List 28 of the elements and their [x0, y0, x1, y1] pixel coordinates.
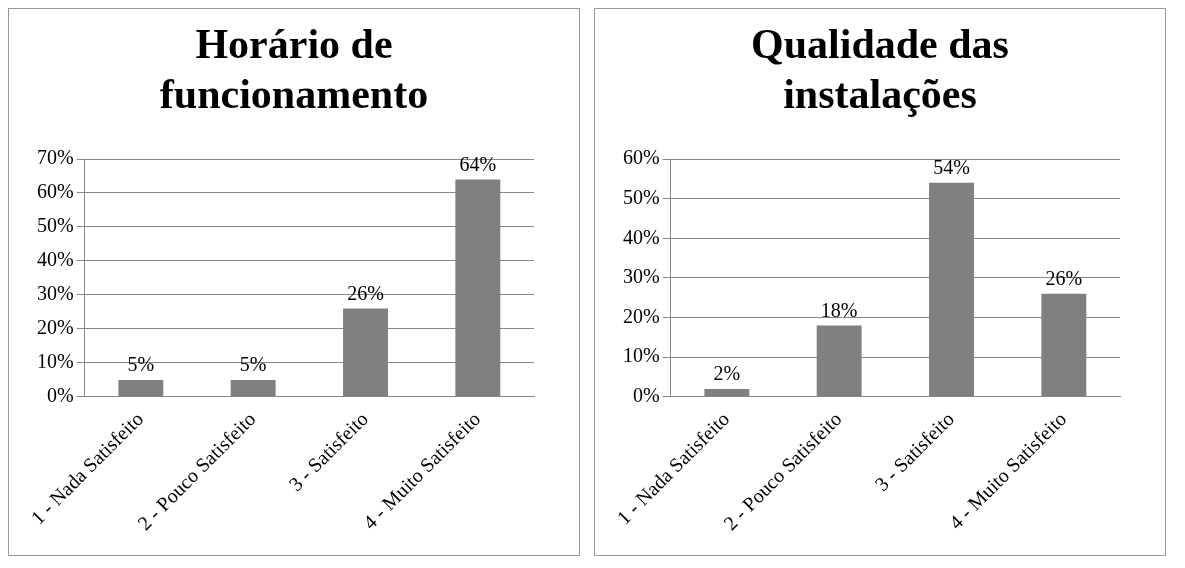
chart-title: Qualidade das instalações — [750, 20, 1010, 119]
data-label: 64% — [459, 152, 497, 175]
y-tick-label: 20% — [36, 316, 74, 339]
bar — [230, 379, 276, 397]
y-tick-label: 0% — [46, 384, 74, 407]
data-label: 5% — [239, 353, 267, 376]
data-label: 54% — [933, 156, 970, 179]
y-tick-label: 40% — [622, 225, 660, 248]
y-tick-label: 60% — [622, 146, 660, 169]
y-tick-label: 40% — [36, 248, 74, 271]
y-tick-label: 70% — [36, 146, 74, 169]
bar — [704, 388, 750, 397]
y-tick-label: 10% — [622, 344, 660, 367]
data-label: 5% — [127, 353, 155, 376]
y-tick-label: 0% — [632, 384, 660, 407]
y-tick-label: 60% — [36, 180, 74, 203]
data-label: 2% — [713, 362, 741, 385]
y-tick-label: 50% — [622, 185, 660, 208]
y-tick-label: 30% — [622, 265, 660, 288]
data-label: 26% — [347, 281, 384, 304]
y-tick-label: 30% — [36, 282, 74, 305]
data-label: 26% — [1045, 267, 1083, 290]
y-tick-label: 10% — [36, 350, 74, 373]
data-label: 18% — [820, 298, 858, 321]
y-tick-label: 50% — [36, 214, 74, 237]
bar — [118, 379, 164, 397]
chart-title: Horário de funcionamento — [158, 20, 430, 119]
y-tick-label: 20% — [622, 304, 660, 327]
